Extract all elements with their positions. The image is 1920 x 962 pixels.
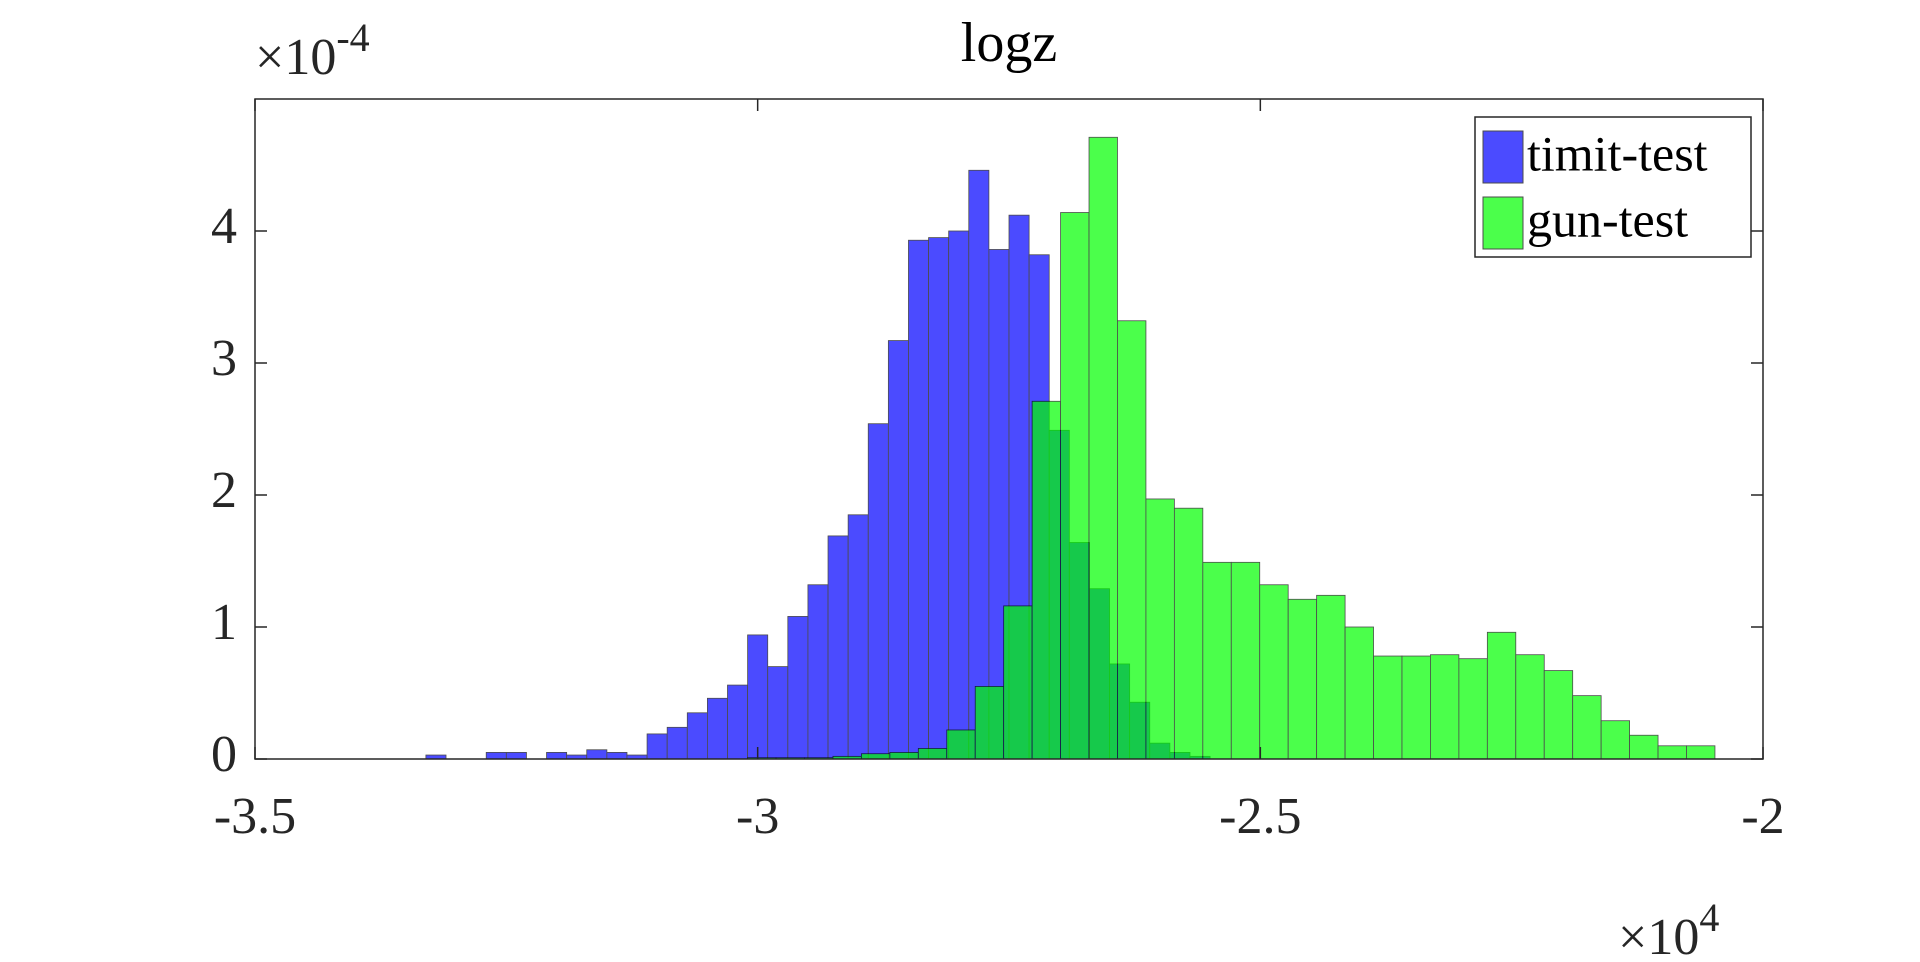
bar (974, 686, 1005, 760)
multiplier-base: ×10 (1618, 909, 1699, 962)
legend-label: gun-test (1527, 191, 1688, 247)
bar (1316, 594, 1346, 760)
bar (1173, 507, 1204, 760)
x-tick-label: -3.5 (214, 788, 296, 845)
bar (968, 169, 990, 760)
x-multiplier: ×104 (1618, 895, 1719, 962)
bar (1458, 658, 1488, 760)
axes-box (254, 98, 1764, 760)
bar (707, 697, 728, 760)
bar (747, 634, 769, 760)
bar (485, 752, 507, 760)
series (747, 136, 1716, 760)
bar (1230, 561, 1261, 760)
chart-title: logz (961, 12, 1057, 74)
multiplier-exponent: -4 (336, 15, 369, 60)
legend-swatch (1482, 196, 1524, 250)
bar (1657, 745, 1687, 760)
bar (847, 514, 869, 760)
bar (1629, 734, 1659, 760)
bar (917, 748, 948, 760)
bar (928, 237, 950, 760)
legend-swatch (1482, 130, 1524, 184)
x-tick-label: -3 (736, 788, 779, 845)
y-multiplier: ×10-4 (255, 15, 370, 86)
bar (889, 752, 919, 760)
bar (1145, 498, 1175, 760)
bar (827, 535, 849, 760)
bar (861, 753, 891, 760)
bar (586, 749, 608, 760)
bar (1060, 212, 1090, 760)
bar (1259, 584, 1289, 760)
bar (1401, 655, 1431, 760)
multiplier-base: ×10 (255, 29, 336, 86)
bar (505, 752, 527, 760)
bar (1543, 670, 1574, 760)
y-tick-label: 1 (211, 594, 237, 651)
y-tick-label: 2 (211, 462, 237, 519)
bar (666, 726, 688, 760)
bar (887, 340, 909, 760)
multiplier-exponent: 4 (1699, 895, 1719, 940)
bar (1202, 561, 1232, 760)
bar (787, 616, 809, 760)
y-tick-label: 4 (211, 198, 237, 255)
bar (1486, 631, 1517, 760)
bar (1600, 720, 1630, 760)
bar (1572, 695, 1602, 760)
bar (1031, 400, 1061, 760)
bar (606, 752, 628, 760)
bar (946, 729, 976, 760)
bar (1430, 654, 1460, 760)
y-tick-label: 0 (211, 726, 237, 783)
bar (686, 712, 708, 760)
x-tick-label: -2.5 (1219, 788, 1301, 845)
bar (727, 684, 749, 760)
bar (546, 752, 568, 760)
bar (1515, 654, 1545, 760)
bar (1088, 136, 1118, 760)
y-tick-label: 3 (211, 330, 237, 387)
bar (1003, 605, 1033, 760)
bar (767, 666, 789, 760)
x-tick-label: -2 (1741, 788, 1784, 845)
bar (948, 230, 970, 760)
bar (1117, 320, 1147, 760)
bar (867, 423, 889, 760)
bar (1287, 598, 1318, 760)
legend-label: timit-test (1527, 125, 1708, 181)
bar (807, 584, 829, 760)
bar (1686, 745, 1716, 760)
bar (1373, 655, 1403, 760)
bar (646, 733, 668, 760)
bar (1344, 626, 1374, 760)
bar (908, 239, 929, 760)
